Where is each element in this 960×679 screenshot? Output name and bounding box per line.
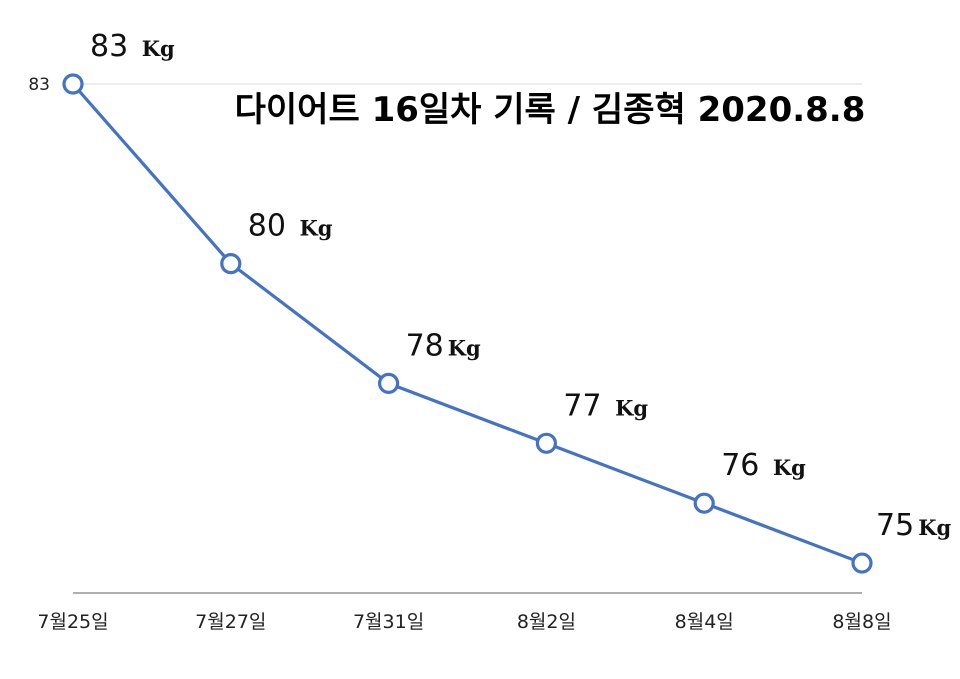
- x-tick-label: 8월2일: [517, 611, 576, 633]
- data-label-value: 83: [90, 29, 138, 64]
- x-tick-label: 8월8일: [832, 611, 891, 633]
- x-tick-label: 8월4일: [675, 611, 734, 633]
- data-label: 77 Kg: [563, 388, 648, 423]
- data-label-unit: Kg: [773, 455, 806, 480]
- data-label: 78 Kg: [406, 328, 481, 363]
- data-label-unit: Kg: [615, 395, 648, 420]
- chart-title: 다이어트 16일차 기록 / 김종혁 2020.8.8: [235, 90, 866, 130]
- y-tick-label: 83: [28, 75, 50, 95]
- data-label: 83 Kg: [90, 29, 175, 64]
- data-label-value: 80: [248, 209, 296, 244]
- data-label-unit: Kg: [300, 216, 333, 241]
- data-label-unit: Kg: [448, 335, 481, 360]
- data-label-unit: Kg: [142, 36, 175, 61]
- data-label-value: 75: [876, 508, 914, 543]
- data-label: 80 Kg: [248, 209, 333, 244]
- y-axis-ticks: 83: [28, 75, 50, 95]
- data-point-marker: [62, 73, 84, 95]
- series-weight: [62, 73, 873, 574]
- data-point-marker: [693, 492, 715, 514]
- x-tick-label: 7월27일: [195, 611, 266, 633]
- data-label-value: 76: [721, 448, 769, 483]
- x-axis-ticks: 7월25일 7월27일 7월31일 8월2일 8월4일 8월8일: [37, 611, 891, 633]
- x-tick-label: 7월25일: [37, 611, 108, 633]
- data-label: 75 Kg: [876, 508, 951, 543]
- data-label: 76 Kg: [721, 448, 806, 483]
- x-tick-label: 7월31일: [353, 611, 424, 633]
- data-point-marker: [378, 372, 400, 395]
- data-point-marker: [535, 432, 558, 454]
- data-label-value: 77: [563, 388, 611, 423]
- series-line: [71, 82, 863, 565]
- data-point-marker: [851, 552, 873, 574]
- data-label-unit: Kg: [918, 515, 951, 540]
- data-label-value: 78: [406, 328, 444, 363]
- data-point-marker: [220, 253, 242, 275]
